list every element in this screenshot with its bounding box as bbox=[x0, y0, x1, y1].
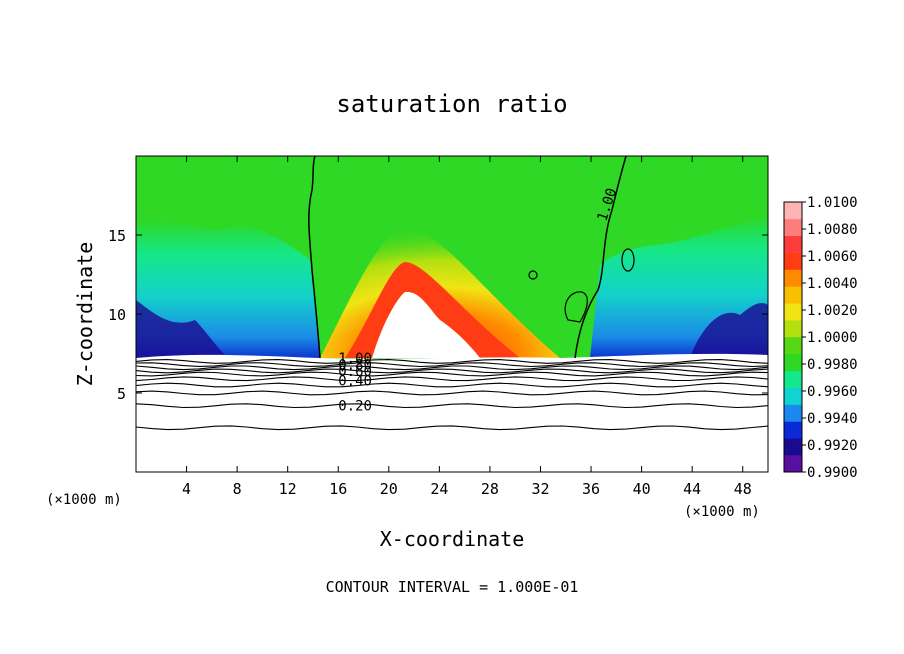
chart-title: saturation ratio bbox=[336, 90, 567, 118]
colorbar-segment bbox=[784, 269, 802, 287]
y-tick-label: 10 bbox=[108, 306, 126, 324]
colorbar-label: 0.9920 bbox=[807, 438, 858, 454]
colorbar-label: 0.9900 bbox=[807, 465, 858, 481]
contour-line-horizontal bbox=[136, 368, 768, 374]
contour-label: 1.00 bbox=[338, 351, 372, 367]
colorbar-label: 0.9980 bbox=[807, 357, 858, 373]
colorbar-segment bbox=[784, 387, 802, 405]
x-tick-label: 28 bbox=[481, 480, 499, 498]
colorbar-segment bbox=[784, 455, 802, 473]
contour-line-horizontal bbox=[136, 362, 768, 368]
contour-label: 0.80 bbox=[338, 358, 372, 374]
contour-line-right bbox=[574, 156, 627, 359]
contour-line-left bbox=[308, 156, 321, 359]
x-tick-label: 44 bbox=[683, 480, 701, 498]
field-dark-right bbox=[690, 303, 768, 358]
x-tick-label: 24 bbox=[430, 480, 448, 498]
colorbar-label: 0.9940 bbox=[807, 411, 858, 427]
colorbar-segment bbox=[784, 303, 802, 321]
colorbar-segment bbox=[784, 404, 802, 422]
contour-loop-small bbox=[528, 270, 538, 280]
contour-line-horizontal bbox=[136, 359, 768, 364]
colorbar-segment bbox=[784, 218, 802, 237]
y-axis-label: Z-coordinate bbox=[73, 242, 97, 387]
x-tick-label: 4 bbox=[182, 480, 191, 498]
contour-loop-mid bbox=[564, 291, 588, 323]
colorbar-segment bbox=[784, 320, 802, 338]
x-tick-label: 20 bbox=[380, 480, 398, 498]
colorbar-label: 1.0060 bbox=[807, 249, 858, 265]
y-tick-label: 5 bbox=[117, 385, 126, 403]
colorbar-segment bbox=[784, 353, 802, 372]
contour-label: 0.60 bbox=[338, 364, 372, 380]
x-unit-left: (×1000 m) bbox=[46, 492, 122, 508]
field-lower-region bbox=[136, 353, 768, 472]
x-tick-label: 36 bbox=[582, 480, 600, 498]
colorbar-segment bbox=[784, 438, 802, 456]
field-white-core bbox=[372, 291, 480, 358]
plot-area bbox=[136, 156, 768, 472]
x-tick-label: 16 bbox=[329, 480, 347, 498]
colorbar-label: 1.0080 bbox=[807, 222, 858, 238]
x-tick-label: 8 bbox=[233, 480, 242, 498]
contour-label: 0.40 bbox=[338, 373, 372, 389]
colorbar-label: 1.0100 bbox=[807, 195, 858, 211]
contour-line-horizontal bbox=[136, 382, 768, 388]
colorbar-label: 1.0040 bbox=[807, 276, 858, 292]
x-tick-label: 12 bbox=[279, 480, 297, 498]
colorbar-segment bbox=[784, 252, 802, 270]
contour-line-horizontal bbox=[136, 371, 768, 377]
colorbar-segment bbox=[784, 202, 802, 220]
x-unit-right: (×1000 m) bbox=[684, 504, 760, 520]
x-tick-label: 48 bbox=[734, 480, 752, 498]
contour-line-horizontal bbox=[136, 376, 768, 382]
colorbar-segment bbox=[784, 421, 802, 439]
colorbar-segment bbox=[784, 235, 802, 253]
colorbar-label: 1.0020 bbox=[807, 303, 858, 319]
contour-line-horizontal bbox=[136, 390, 768, 396]
colorbar-label: 1.0000 bbox=[807, 330, 858, 346]
colorbar-segment bbox=[784, 286, 802, 304]
contour-line-horizontal bbox=[136, 403, 768, 409]
contour-interval: CONTOUR INTERVAL = 1.000E-01 bbox=[326, 578, 579, 596]
contour-label: 0.20 bbox=[338, 399, 372, 415]
colorbar: 1.0100 1.0080 1.0060 1.0040 1.0020 1.0000 0.99… bbox=[783, 195, 858, 481]
contour-loop-right bbox=[621, 248, 635, 272]
y-tick-label: 15 bbox=[108, 227, 126, 245]
colorbar-segment bbox=[784, 370, 802, 388]
x-tick-label: 32 bbox=[531, 480, 549, 498]
colorbar-segment bbox=[784, 337, 802, 355]
contour-line-horizontal bbox=[136, 365, 768, 371]
x-tick-label: 40 bbox=[633, 480, 651, 498]
colorbar-label: 0.9960 bbox=[807, 384, 858, 400]
contour-line-horizontal bbox=[136, 425, 768, 431]
field-dark-left bbox=[136, 300, 225, 358]
x-axis-label: X-coordinate bbox=[380, 527, 525, 551]
